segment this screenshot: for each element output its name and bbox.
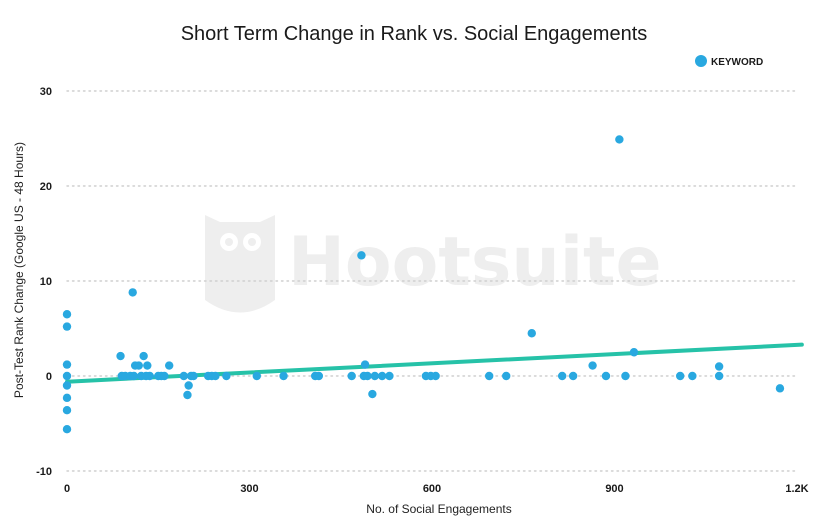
data-point: [431, 371, 440, 381]
data-point: [211, 371, 220, 381]
data-point: [279, 371, 288, 381]
data-point: [502, 371, 511, 381]
x-tick-label: 300: [240, 483, 258, 495]
data-point: [62, 393, 72, 403]
y-axis-title: Post-Test Rank Change (Google US - 48 Ho…: [12, 142, 26, 398]
x-tick-label: 600: [423, 483, 441, 495]
data-point: [629, 348, 639, 357]
watermark-text: Hootsuite: [288, 223, 662, 302]
data-point: [62, 406, 72, 415]
y-tick-label: -10: [36, 466, 52, 478]
y-tick-label: 20: [40, 181, 52, 193]
data-point: [62, 425, 72, 434]
chart-title: Short Term Change in Rank vs. Social Eng…: [181, 23, 648, 45]
data-point: [160, 371, 169, 381]
data-point: [252, 371, 261, 381]
owl-logo-icon: [205, 215, 275, 313]
data-point: [62, 360, 72, 369]
data-point: [347, 371, 356, 381]
data-point: [775, 384, 785, 393]
data-point: [385, 371, 394, 381]
data-point: [527, 329, 536, 338]
data-point: [357, 251, 366, 260]
data-point: [134, 361, 143, 370]
y-tick-label: 30: [40, 86, 52, 98]
data-point: [484, 371, 494, 381]
data-point: [314, 371, 324, 381]
watermark-logo: Hootsuite: [205, 215, 662, 313]
data-point: [139, 351, 148, 361]
data-point: [377, 371, 387, 381]
data-point: [62, 381, 72, 390]
data-point: [363, 371, 372, 381]
data-point: [368, 389, 377, 399]
data-point: [557, 371, 567, 381]
y-tick-label: 10: [40, 276, 52, 288]
data-point: [145, 371, 154, 381]
legend: KEYWORD: [695, 55, 763, 68]
legend-label: KEYWORD: [711, 57, 763, 68]
x-axis-title: No. of Social Engagements: [366, 502, 511, 516]
data-point: [165, 361, 174, 370]
y-axis-ticks: -10 0 10 20 30: [36, 86, 52, 478]
data-point: [129, 371, 139, 381]
data-point: [179, 371, 188, 381]
data-point: [62, 310, 72, 319]
data-point: [183, 390, 192, 400]
data-point: [676, 371, 685, 381]
legend-swatch: [695, 55, 707, 67]
data-point: [116, 351, 125, 361]
data-points: [62, 135, 785, 434]
data-point: [222, 371, 231, 381]
data-point: [189, 371, 198, 381]
data-point: [62, 371, 72, 381]
x-axis-ticks: 0 300 600 900 1.2K: [64, 483, 809, 495]
grid-lines: [66, 90, 798, 472]
data-point: [588, 361, 597, 370]
data-point: [688, 371, 697, 381]
data-point: [568, 371, 578, 381]
data-point: [370, 371, 380, 381]
data-point: [714, 362, 724, 371]
data-point: [714, 371, 724, 381]
x-tick-label: 900: [605, 483, 623, 495]
data-point: [621, 371, 630, 381]
data-point: [62, 322, 72, 331]
data-point: [360, 360, 370, 369]
data-point: [128, 288, 137, 297]
data-point: [143, 361, 152, 370]
x-tick-label: 1.2K: [785, 483, 808, 495]
data-point: [615, 135, 624, 144]
x-tick-label: 0: [64, 483, 70, 495]
y-tick-label: 0: [46, 371, 52, 383]
data-point: [184, 381, 193, 390]
data-point: [601, 371, 611, 381]
